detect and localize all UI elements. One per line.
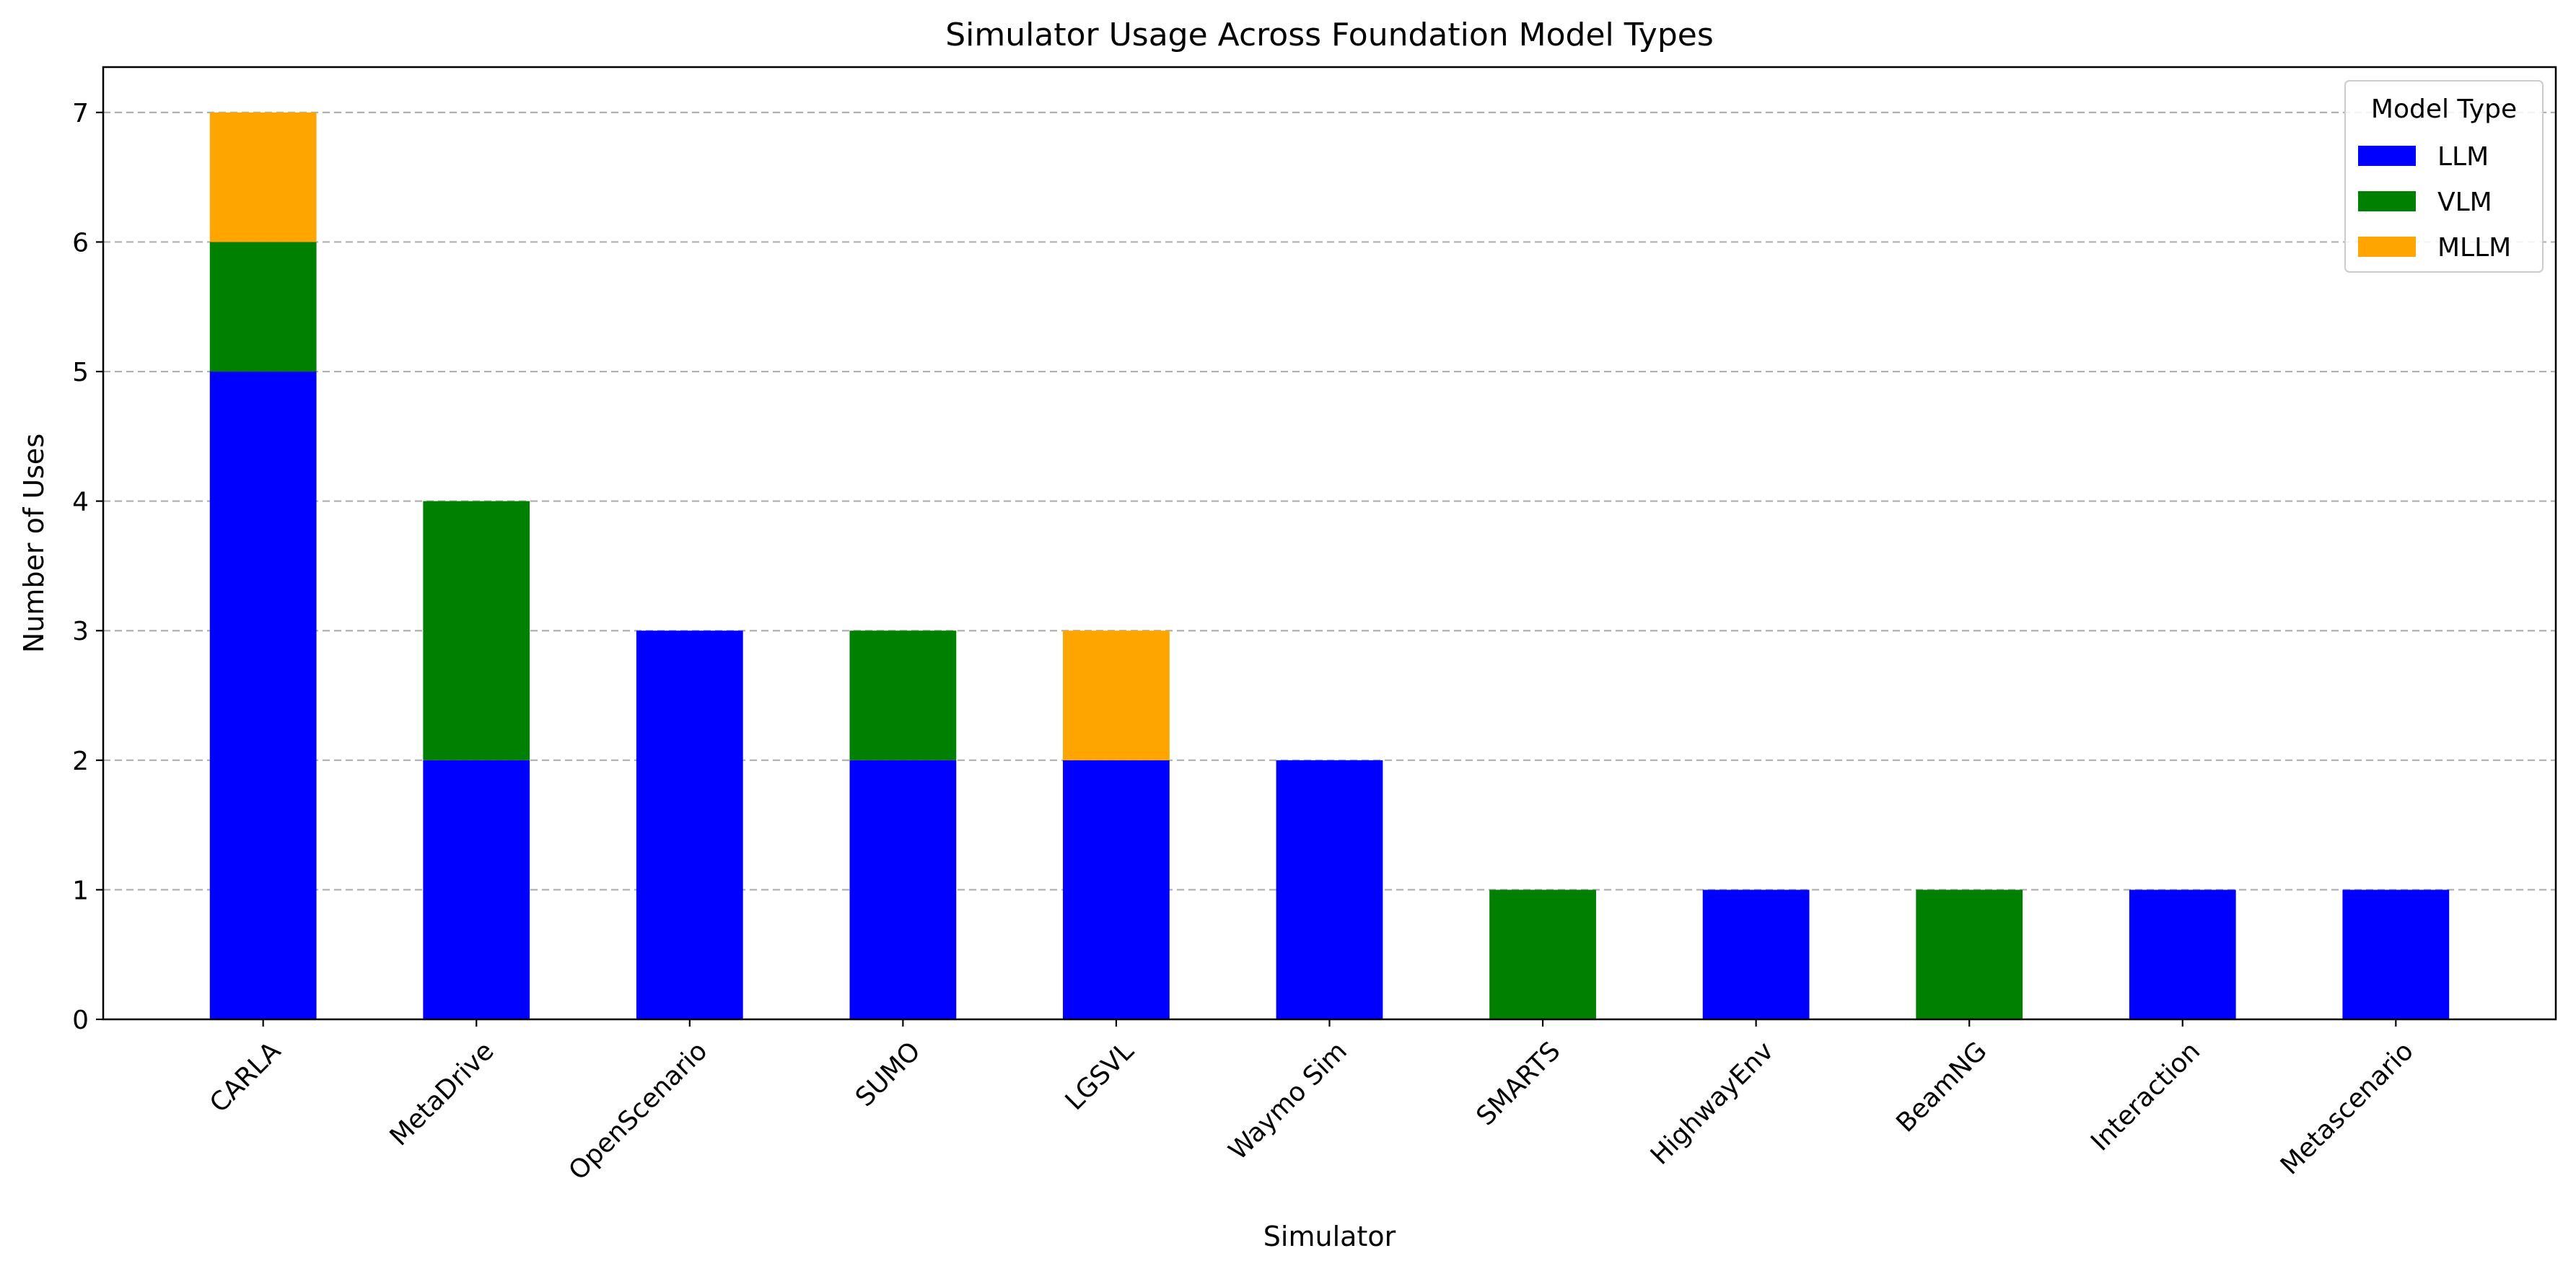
- y-tick-label: 0: [72, 1006, 89, 1035]
- x-tick-label: SUMO: [850, 1036, 926, 1112]
- legend-box: [2344, 80, 2544, 273]
- legend-swatch-vlm: [2358, 191, 2416, 211]
- bar-llm-waymo-sim: [1276, 760, 1383, 1019]
- x-tick-label: OpenScenario: [564, 1036, 714, 1186]
- bar-vlm-metadrive: [423, 501, 530, 760]
- legend-swatch-llm: [2358, 146, 2416, 166]
- legend-items: LLM VLM MLLM: [2358, 142, 2511, 263]
- bar-vlm-carla: [209, 242, 317, 372]
- legend-label-vlm: VLM: [2437, 188, 2492, 217]
- bar-llm-metadrive: [423, 760, 530, 1019]
- x-axis-label: Simulator: [1263, 1221, 1396, 1252]
- y-tick-label: 2: [72, 747, 89, 776]
- bar-llm-interaction: [2129, 889, 2236, 1019]
- bar-llm-metascenario: [2342, 889, 2450, 1019]
- bar-llm-lgsvl: [1063, 760, 1170, 1019]
- bar-llm-highwayenv: [1702, 889, 1810, 1019]
- bars: [209, 112, 2450, 1019]
- bar-mllm-lgsvl: [1063, 631, 1170, 760]
- legend-label-mllm: MLLM: [2437, 233, 2511, 263]
- x-tick-label: MetaDrive: [385, 1036, 500, 1151]
- x-tick-label: SMARTS: [1471, 1036, 1566, 1131]
- bar-vlm-beamng: [1916, 889, 2023, 1019]
- bar-llm-sumo: [849, 760, 957, 1019]
- legend: Model Type LLM VLM MLLM: [2344, 80, 2544, 273]
- x-tick-label: Waymo Sim: [1223, 1036, 1353, 1166]
- x-tick-label: Metascenario: [2275, 1036, 2419, 1180]
- y-axis-ticks: 0 1 2 3 4 5 6 7: [72, 99, 103, 1035]
- y-tick-label: 6: [72, 228, 89, 258]
- y-tick-label: 3: [72, 617, 89, 646]
- y-axis-label: Number of Uses: [18, 434, 50, 653]
- legend-swatch-mllm: [2358, 237, 2416, 257]
- bar-llm-openscenario: [636, 631, 743, 1019]
- x-tick-label: Interaction: [2085, 1036, 2206, 1156]
- bar-vlm-sumo: [849, 631, 957, 760]
- y-tick-label: 5: [72, 358, 89, 387]
- x-axis-ticks: CARLA MetaDrive OpenScenario SUMO LGSVL Waymo…: [204, 1019, 2419, 1186]
- x-tick-label: CARLA: [204, 1036, 286, 1118]
- chart-title: Simulator Usage Across Foundation Model …: [945, 17, 1714, 53]
- bar-mllm-carla: [209, 112, 317, 242]
- bar-vlm-smarts: [1489, 889, 1596, 1019]
- legend-title: Model Type: [2371, 95, 2517, 124]
- y-tick-label: 7: [72, 99, 89, 128]
- x-tick-label: HighwayEnv: [1645, 1036, 1779, 1170]
- bar-llm-carla: [209, 372, 317, 1019]
- x-tick-label: BeamNG: [1891, 1036, 1992, 1138]
- y-tick-label: 1: [72, 876, 89, 905]
- y-tick-label: 4: [72, 488, 89, 517]
- x-tick-label: LGSVL: [1060, 1036, 1140, 1116]
- legend-label-llm: LLM: [2437, 142, 2489, 172]
